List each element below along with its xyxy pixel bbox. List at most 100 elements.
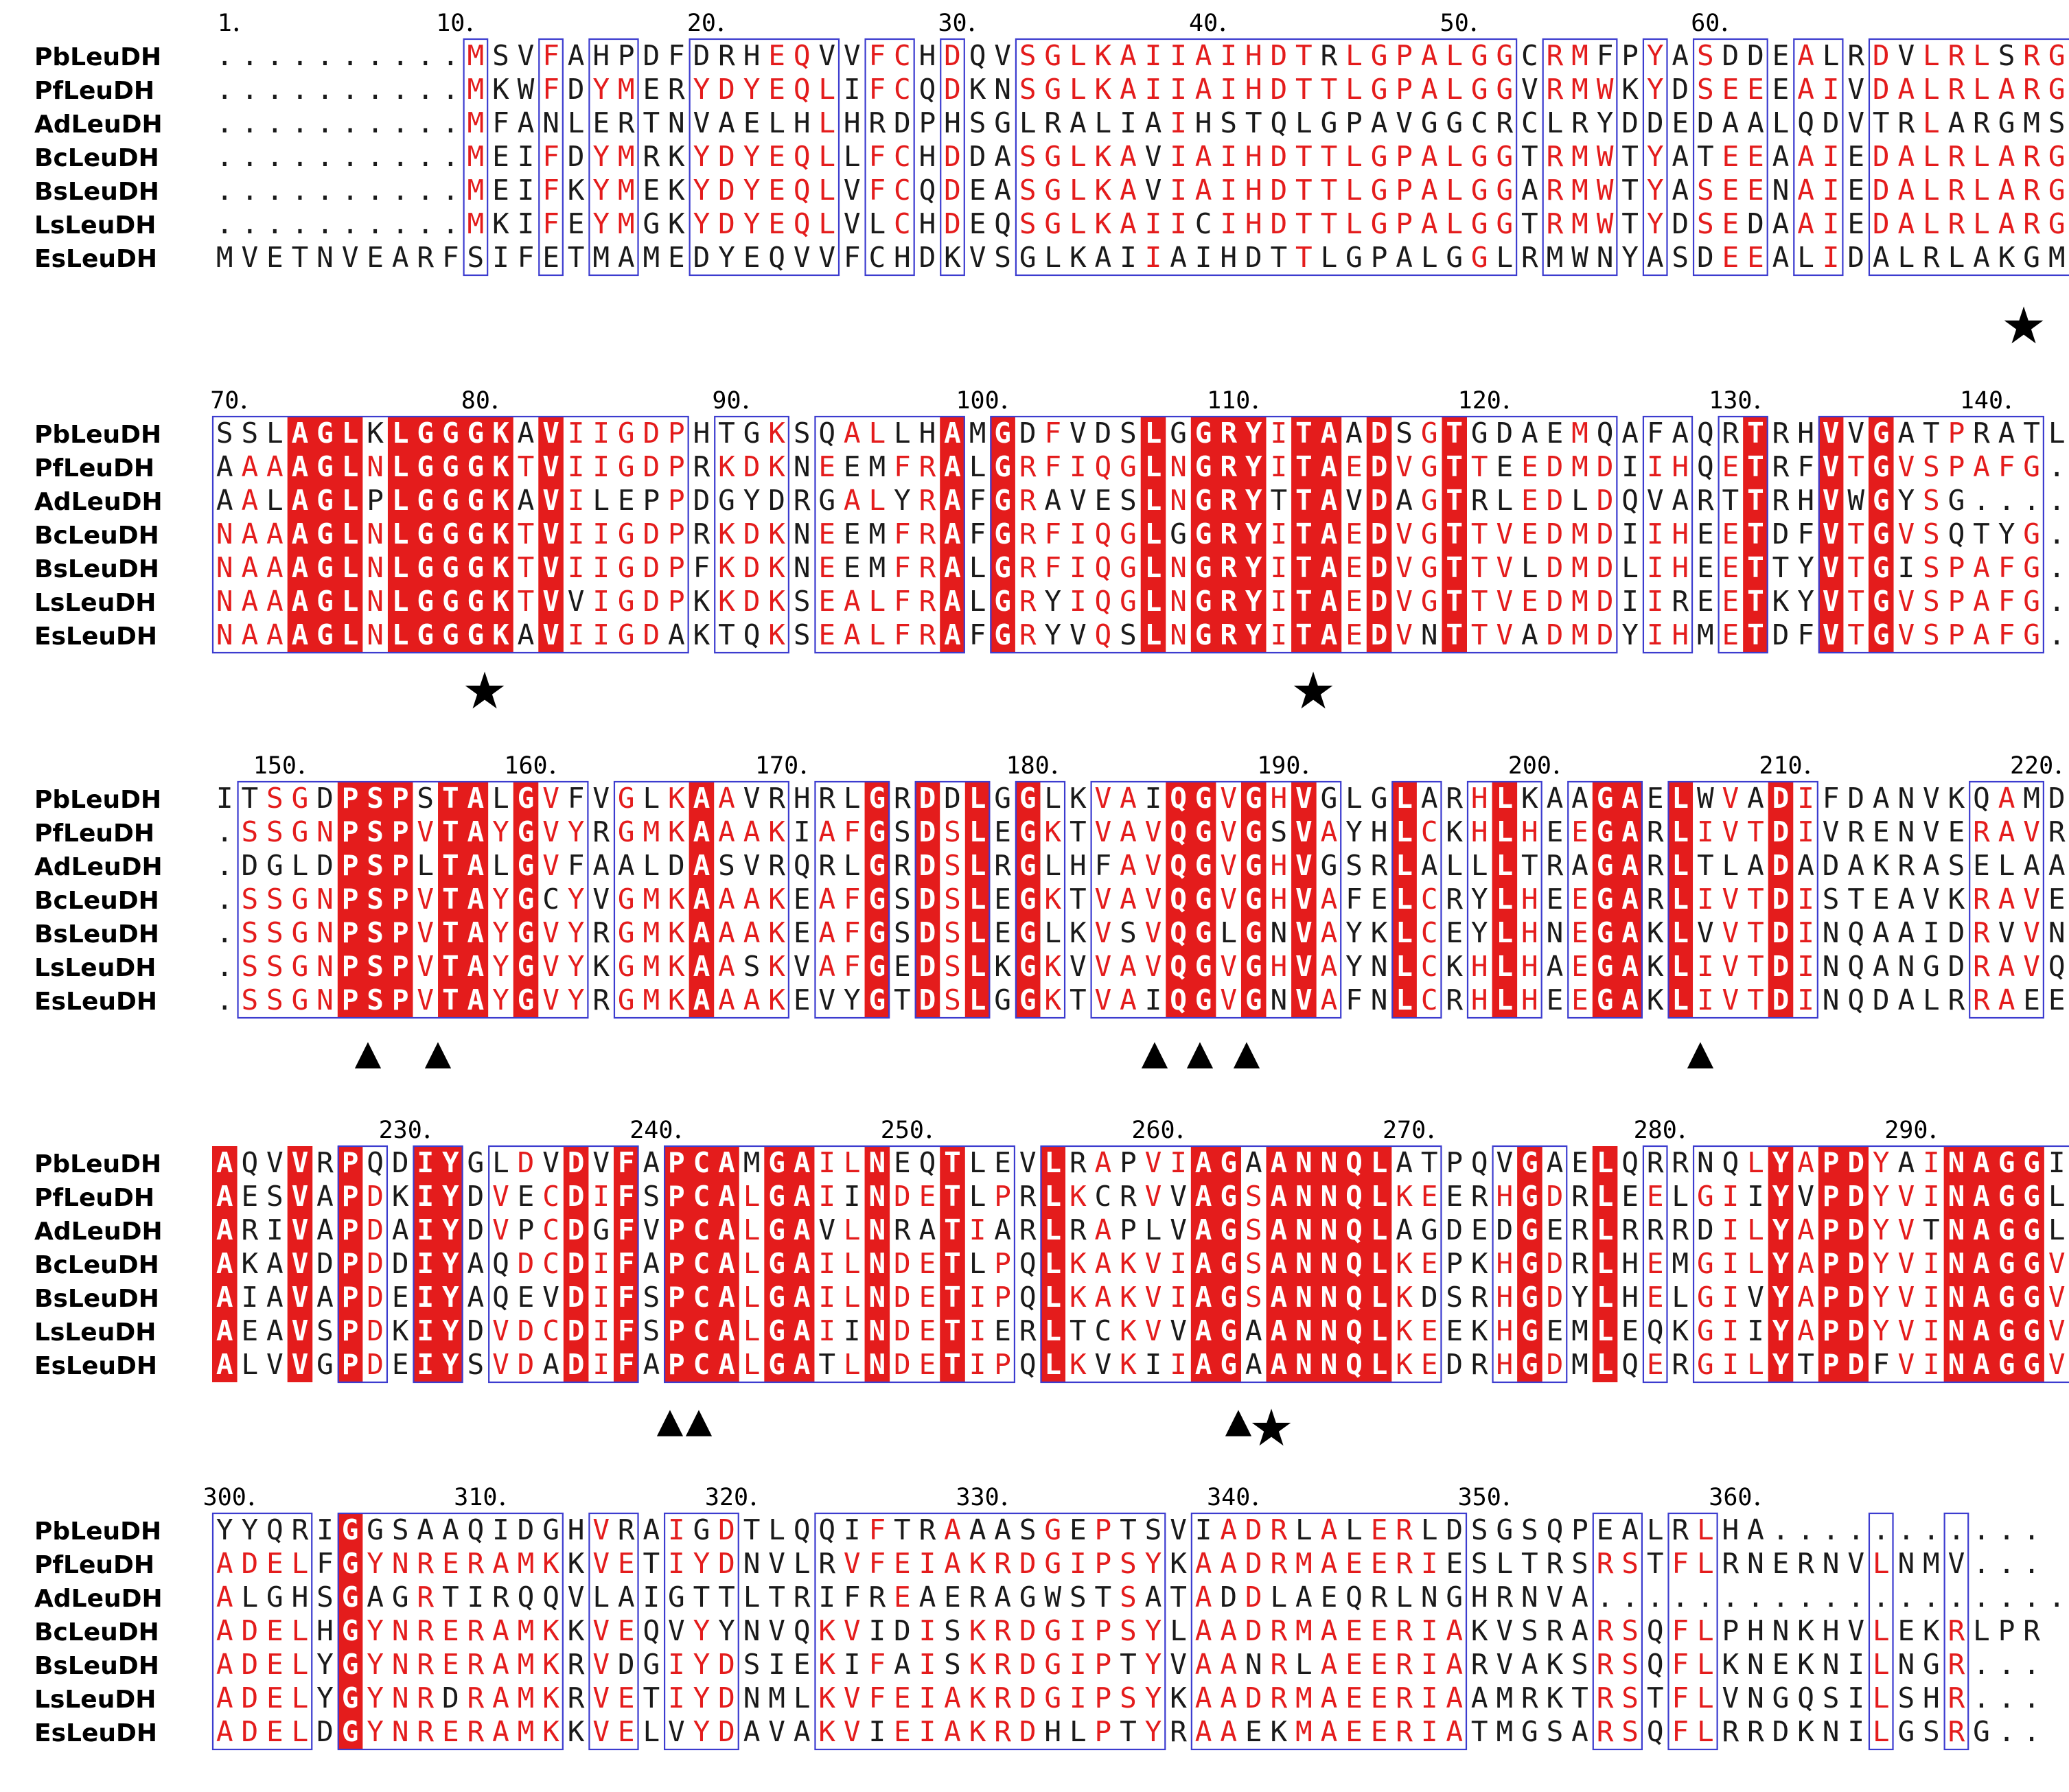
similarity-frame (463, 38, 489, 277)
identity-box (1240, 782, 1267, 1018)
identity-box (413, 1146, 463, 1382)
similarity-frame (488, 1145, 639, 1384)
similarity-frame (1642, 415, 1694, 654)
tick-dot (1722, 27, 1726, 32)
identity-box (1768, 782, 1794, 1018)
sequence-name: EsLeuDH (34, 988, 157, 1016)
position-tick: 190 (1257, 752, 1300, 780)
sequence-name: AdLeuDH (34, 853, 163, 881)
sequence-name: PbLeuDH (34, 1517, 161, 1546)
similarity-frame (1868, 38, 2069, 277)
identity-box (613, 1146, 639, 1382)
alignment-block: PbLeuDH PfLeuDH AdLeuDH BcLeuDH BsLeuDH LsLeu… (34, 10, 2069, 356)
position-tick: 40 (1189, 10, 1218, 37)
similarity-frame (1642, 38, 1668, 277)
position-tick: 260 (1131, 1117, 1175, 1144)
sequence-name: EsLeuDH (34, 1719, 157, 1747)
identity-box (1492, 782, 1518, 1018)
similarity-frame (1492, 1145, 1568, 1384)
identity-box (1291, 417, 1342, 653)
conserved-site-star-icon: ★ (2001, 296, 2046, 356)
position-tick: 290 (1884, 1117, 1928, 1144)
position-tick: 80 (461, 387, 490, 415)
tick-dot (743, 405, 748, 409)
tick-dot (1504, 405, 1508, 409)
tick-dot (1755, 1502, 1759, 1506)
sequence-name: LsLeuDH (34, 211, 156, 240)
identity-box (1391, 782, 1417, 1018)
sequence-name: EsLeuDH (34, 245, 157, 273)
tick-dot (249, 1502, 253, 1506)
identity-box (1015, 782, 1041, 1018)
position-tick: 320 (705, 1484, 748, 1511)
position-tick: 60 (1691, 10, 1720, 37)
similarity-frame (1642, 1145, 1668, 1384)
identity-box (1818, 1146, 1869, 1382)
sequence-name: BsLeuDH (34, 1652, 159, 1680)
position-tick: 160 (504, 752, 547, 780)
similarity-frame (689, 38, 840, 277)
similarity-frame (1943, 1512, 1969, 1751)
identity-box (1040, 1146, 1066, 1382)
sequence-name: PbLeuDH (34, 421, 161, 449)
position-tick: 220 (2010, 752, 2053, 780)
tick-dot (1002, 405, 1006, 409)
identity-box (212, 1146, 238, 1382)
tick-dot (425, 1134, 429, 1139)
tick-dot (242, 405, 246, 409)
alignment-block: PbLeuDH PfLeuDH AdLeuDH BcLeuDH BsLeuDH LsLeu… (34, 752, 2069, 1073)
tick-dot (1253, 405, 1258, 409)
identity-box (940, 1146, 965, 1382)
similarity-frame (864, 38, 915, 277)
similarity-frame (337, 1145, 389, 1384)
similarity-frame (1667, 780, 1818, 1019)
binding-site-triangle-icon: ▲ (355, 1033, 382, 1073)
identity-box (990, 417, 1015, 653)
identity-box (1140, 417, 1166, 653)
similarity-frame (814, 1512, 1166, 1751)
identity-box (1442, 417, 1467, 653)
position-tick: 330 (956, 1484, 999, 1511)
conserved-site-star-icon: ★ (1249, 1399, 1294, 1458)
sequence-name: BcLeuDH (34, 1618, 159, 1646)
identity-box (1768, 1146, 1794, 1382)
position-tick: 110 (1207, 387, 1250, 415)
similarity-frame (663, 1512, 739, 1751)
identity-box (764, 1146, 815, 1382)
position-tick: 140 (1960, 387, 2003, 415)
binding-site-triangle-icon: ▲ (425, 1033, 452, 1073)
similarity-frame (1567, 780, 1643, 1019)
identity-box (664, 1146, 739, 1382)
sequence-name: PbLeuDH (34, 786, 161, 814)
identity-box (1943, 1146, 2044, 1382)
position-tick: 360 (1709, 1484, 1752, 1511)
similarity-frame (588, 38, 639, 277)
sequence-name: EsLeuDH (34, 1352, 157, 1380)
similarity-frame (1969, 780, 2044, 1019)
identity-box (1818, 417, 1844, 653)
position-tick: 30 (938, 10, 967, 37)
identity-box (1868, 417, 1894, 653)
identity-box (864, 1146, 890, 1382)
position-tick: 100 (956, 387, 999, 415)
identity-box (940, 417, 965, 653)
similarity-frame (1090, 780, 1342, 1019)
sequence-name: BcLeuDH (34, 887, 159, 915)
similarity-frame (538, 38, 564, 277)
position-tick: 240 (629, 1117, 673, 1144)
tick-dot (1304, 770, 1308, 774)
similarity-frame (413, 1145, 463, 1384)
identity-box (1592, 782, 1643, 1018)
